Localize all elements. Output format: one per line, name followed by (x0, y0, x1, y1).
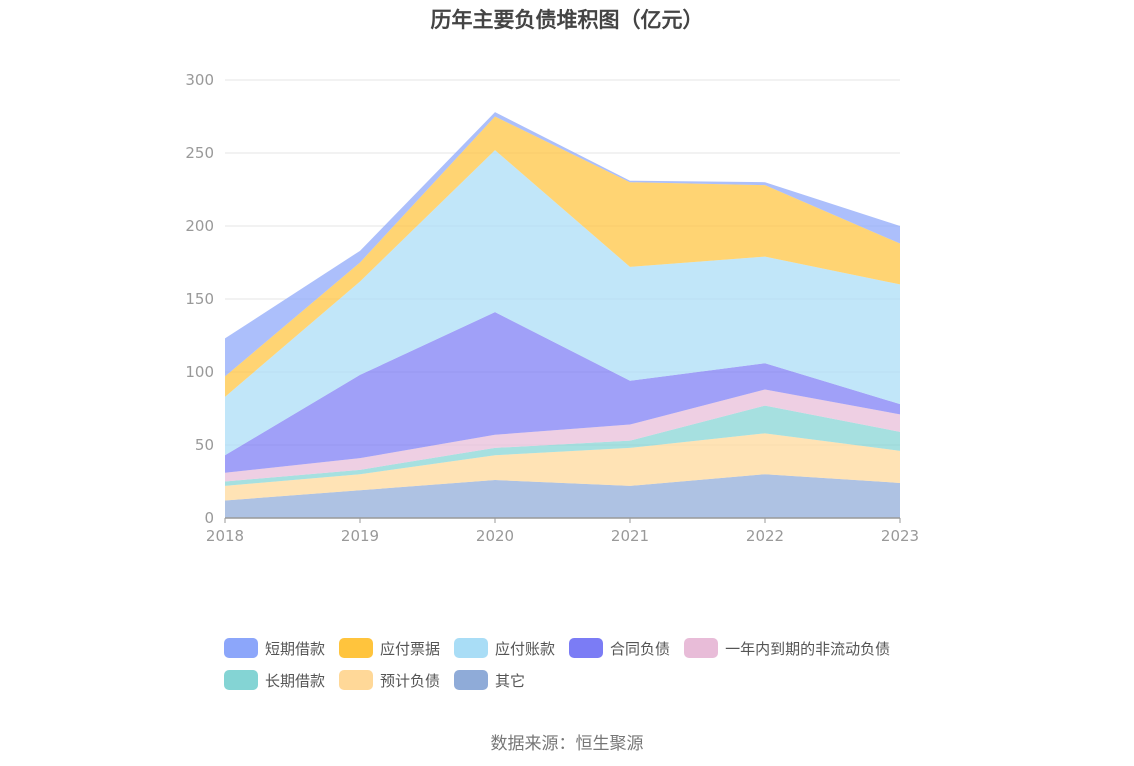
y-tick-label: 150 (185, 290, 214, 308)
area-series (225, 389, 900, 482)
legend-swatch (339, 638, 374, 658)
legend-label: 应付账款 (495, 639, 556, 658)
legend-label: 应付票据 (380, 639, 441, 658)
legend: 短期借款 应付票据 应付账款 合同负债 一年内到期的非流动负债 长期借款 预计负债 其它 (224, 632, 944, 696)
legend-swatch (339, 670, 374, 690)
chart-title: 历年主要负债堆积图（亿元） (430, 8, 704, 32)
legend-label: 其它 (495, 671, 526, 690)
legend-item[interactable]: 应付票据 (339, 638, 440, 659)
y-tick-label: 200 (185, 217, 214, 235)
area-series (225, 150, 900, 456)
legend-swatch (454, 670, 489, 690)
area-series (225, 116, 900, 397)
area-series (225, 433, 900, 501)
x-tick-label: 2021 (611, 527, 649, 545)
legend-item[interactable]: 一年内到期的非流动负债 (684, 638, 890, 659)
y-tick-label: 0 (204, 509, 214, 527)
y-tick-label: 50 (195, 436, 214, 454)
legend-row: 短期借款 应付票据 应付账款 合同负债 一年内到期的非流动负债 (224, 632, 944, 664)
legend-label: 一年内到期的非流动负债 (725, 639, 891, 658)
legend-swatch (454, 638, 489, 658)
legend-row: 长期借款 预计负债 其它 (224, 664, 944, 696)
area-series (225, 312, 900, 473)
legend-label: 短期借款 (265, 639, 326, 658)
legend-item[interactable]: 短期借款 (224, 638, 325, 659)
x-tick-label: 2023 (881, 527, 919, 545)
legend-item[interactable]: 应付账款 (454, 638, 555, 659)
y-tick-label: 300 (185, 71, 214, 89)
x-tick-label: 2019 (341, 527, 379, 545)
legend-item[interactable]: 其它 (454, 670, 525, 691)
x-tick-label: 2020 (476, 527, 514, 545)
legend-label: 长期借款 (265, 671, 326, 690)
legend-swatch (224, 670, 258, 690)
source-note: 数据来源：恒生聚源 (490, 734, 644, 754)
legend-swatch (224, 638, 258, 658)
area-series (225, 474, 900, 518)
y-tick-label: 100 (185, 363, 214, 381)
legend-item[interactable]: 预计负债 (339, 670, 440, 691)
legend-label: 预计负债 (380, 671, 441, 690)
legend-swatch (684, 638, 719, 658)
x-tick-label: 2022 (746, 527, 784, 545)
legend-swatch (569, 638, 604, 658)
legend-label: 合同负债 (610, 639, 671, 658)
x-tick-label: 2018 (206, 527, 244, 545)
area-series (225, 405, 900, 486)
y-tick-label: 250 (185, 144, 214, 162)
legend-item[interactable]: 长期借款 (224, 670, 325, 691)
legend-item[interactable]: 合同负债 (569, 638, 670, 659)
